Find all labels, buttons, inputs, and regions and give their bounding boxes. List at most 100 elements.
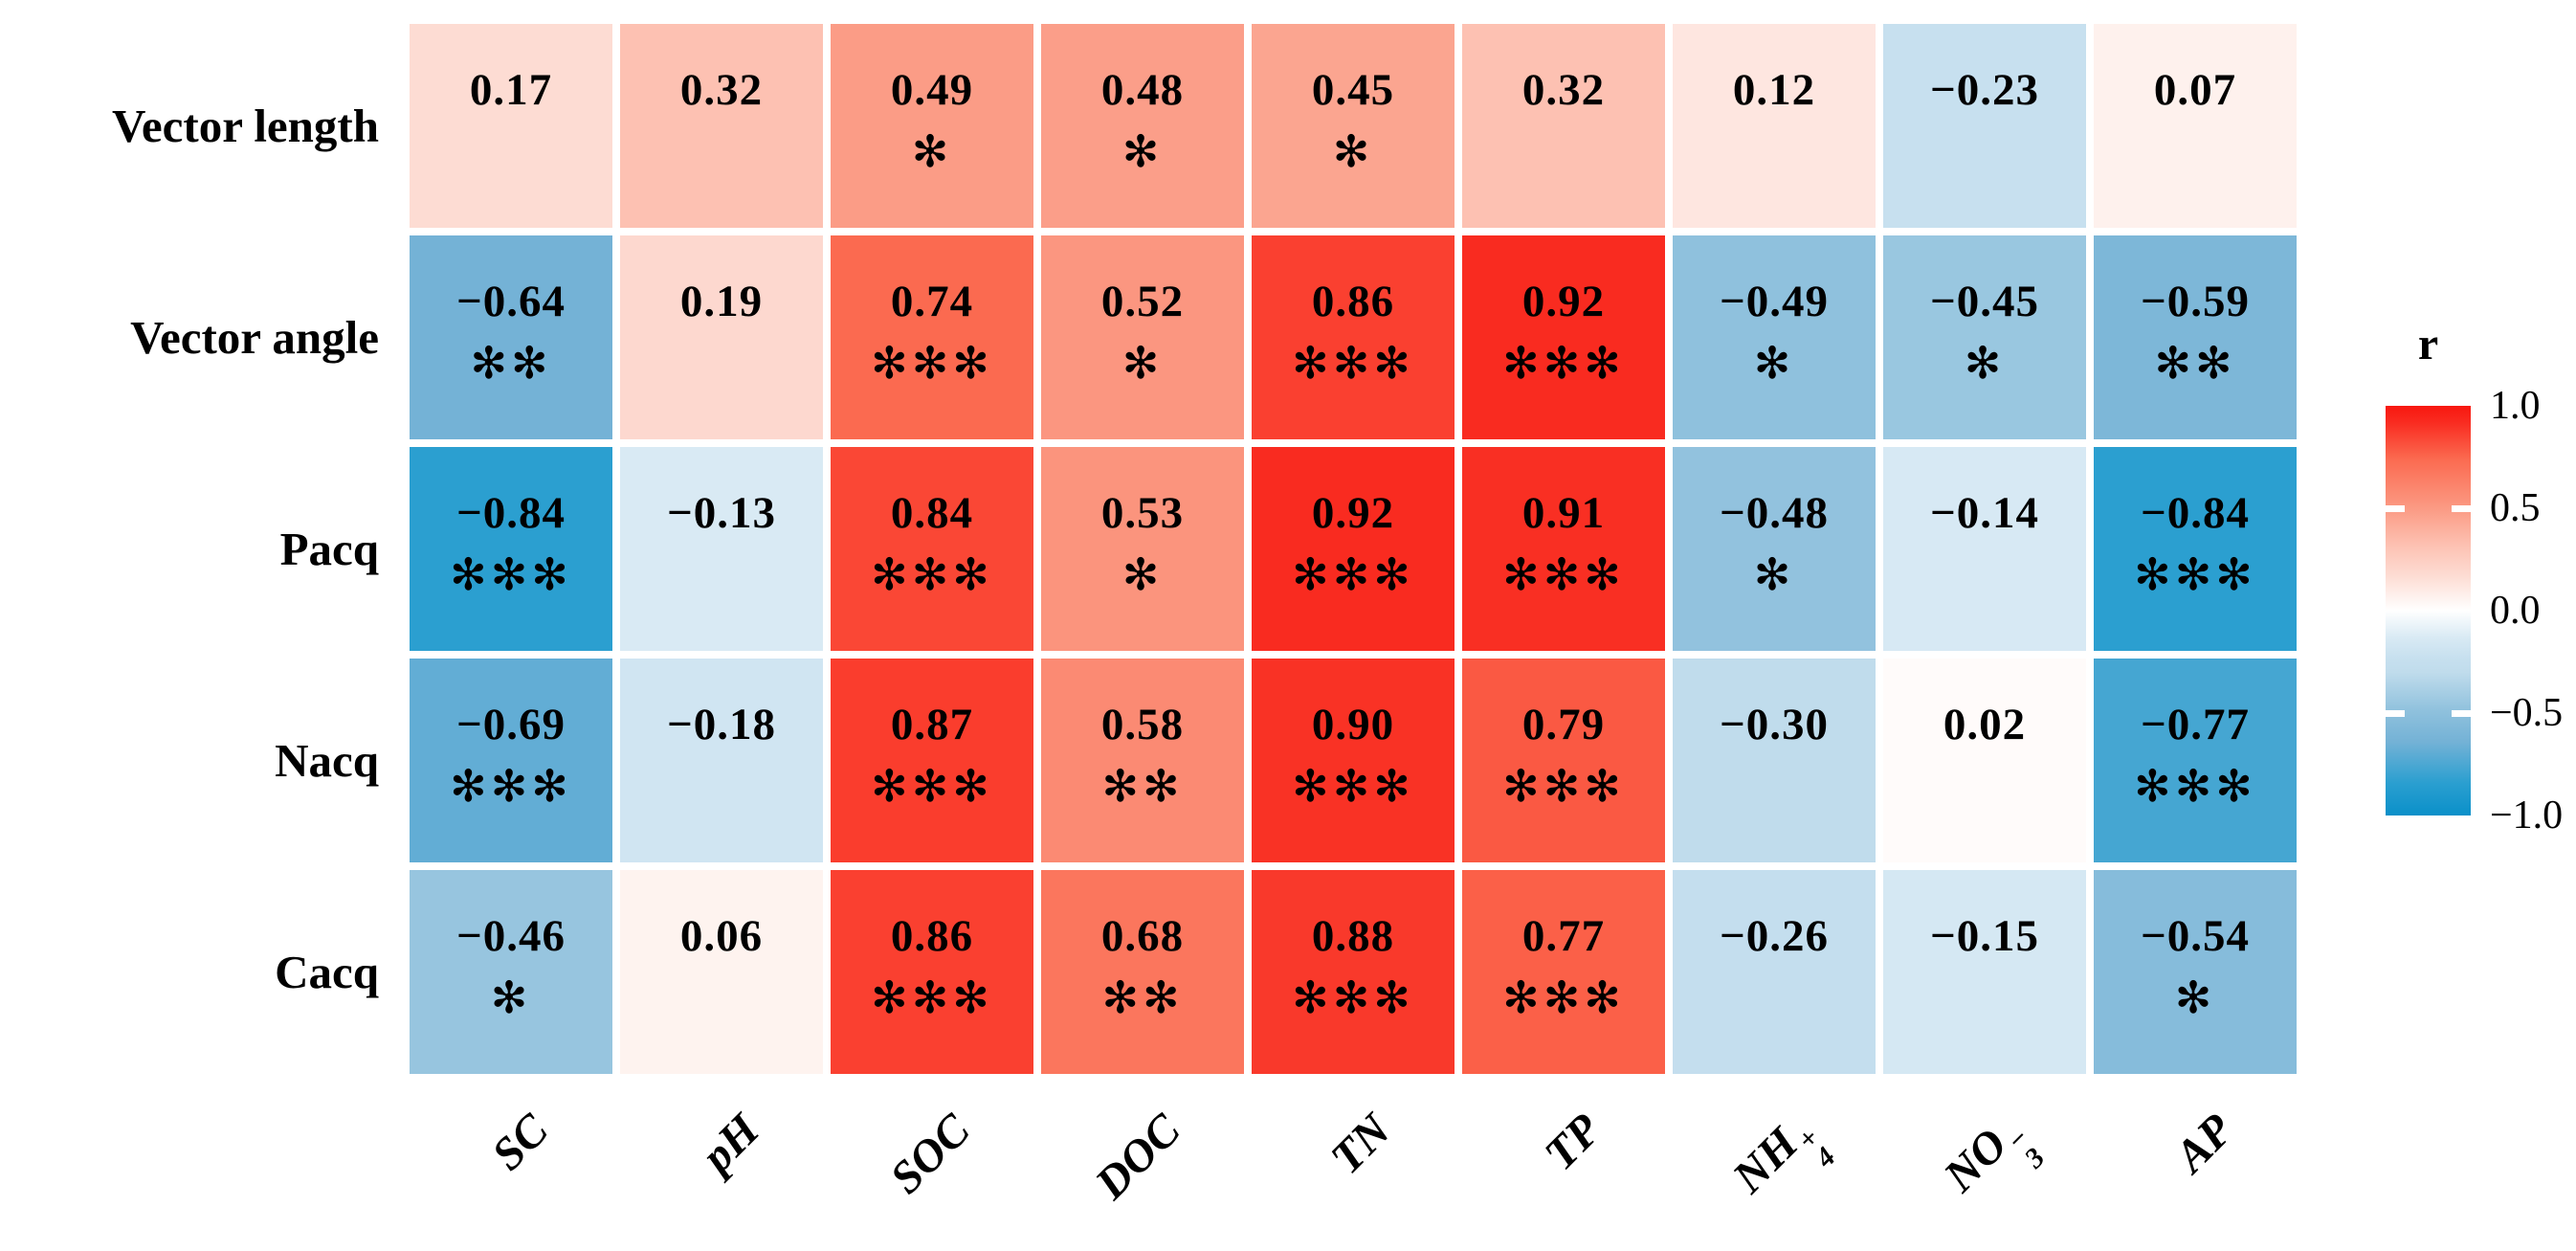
cell-value: 0.32 — [679, 65, 764, 115]
heatmap-cell: −0.14 — [1883, 447, 2086, 651]
heatmap-cell: −0.64 ✻✻ — [410, 235, 612, 439]
legend-tick-label: −0.5 — [2490, 691, 2564, 735]
row-label: Vector length — [112, 100, 379, 152]
cell-significance-stars: ✻ — [1753, 336, 1795, 389]
heatmap-cell: 0.74 ✻✻✻ — [831, 235, 1033, 439]
cell-significance-stars: ✻✻ — [470, 336, 552, 389]
heatmap-cell: 0.52 ✻ — [1041, 235, 1244, 439]
cell-value: −0.13 — [666, 488, 777, 538]
row-labels: Vector length Vector angle Pacq Nacq Cacq — [0, 24, 390, 1074]
cell-value: 0.77 — [1521, 911, 1606, 961]
cell-value: 0.17 — [469, 65, 553, 115]
legend-tick-mark — [2452, 505, 2471, 512]
heatmap-cell: −0.30 — [1673, 659, 1876, 862]
cell-value: −0.14 — [1929, 488, 2040, 538]
heatmap-cell: 0.12 — [1673, 24, 1876, 228]
heatmap-cell: −0.84 ✻✻✻ — [2094, 447, 2297, 651]
cell-value: −0.48 — [1719, 488, 1830, 538]
row-label: Nacq — [275, 734, 379, 787]
heatmap-cell: −0.45 ✻ — [1883, 235, 2086, 439]
cell-value: 0.07 — [2153, 65, 2237, 115]
cell-significance-stars: ✻ — [1753, 547, 1795, 600]
cell-significance-stars: ✻ — [1121, 547, 1164, 600]
column-label-text: TN — [1321, 1104, 1401, 1184]
cell-value: 0.92 — [1521, 277, 1606, 326]
cell-value: 0.12 — [1732, 65, 1816, 115]
cell-significance-stars: ✻ — [1332, 124, 1374, 177]
cell-significance-stars: ✻ — [490, 971, 532, 1023]
legend-tick-mark — [2452, 710, 2471, 717]
legend-tick-label: −1.0 — [2490, 793, 2564, 838]
column-label: pH — [692, 1105, 769, 1182]
cell-value: 0.87 — [890, 700, 974, 749]
heatmap-cell: −0.59 ✻✻ — [2094, 235, 2297, 439]
heatmap-cell: 0.92 ✻✻✻ — [1462, 235, 1665, 439]
column-label-superscript: + — [1791, 1122, 1826, 1156]
cell-significance-stars: ✻✻✻ — [1292, 971, 1414, 1023]
heatmap-cell: −0.26 — [1673, 870, 1876, 1074]
cell-value: 0.49 — [890, 65, 974, 115]
heatmap-cell: −0.13 — [620, 447, 823, 651]
cell-value: 0.86 — [1311, 277, 1395, 326]
heatmap-cell: 0.32 — [620, 24, 823, 228]
column-label-text: AP — [2165, 1104, 2243, 1182]
heatmap-cell: 0.32 — [1462, 24, 1665, 228]
heatmap-cell: −0.69 ✻✻✻ — [410, 659, 612, 862]
cell-significance-stars: ✻✻✻ — [450, 759, 572, 812]
cell-significance-stars: ✻ — [1121, 124, 1164, 177]
legend-colorbar — [2386, 406, 2471, 815]
cell-value: 0.53 — [1100, 488, 1185, 538]
legend-tick-mark — [2386, 505, 2405, 512]
column-label-text: NH — [1722, 1118, 1809, 1203]
column-label-subscript: 3 — [2018, 1141, 2052, 1174]
heatmap-cell: 0.68 ✻✻ — [1041, 870, 1244, 1074]
column-label-subscript: 4 — [1809, 1140, 1842, 1173]
column-label-text: SOC — [879, 1104, 980, 1204]
heatmap-cell: −0.18 — [620, 659, 823, 862]
cell-significance-stars: ✻✻✻ — [871, 547, 993, 600]
column-label: TN — [1321, 1104, 1401, 1184]
legend-title: r — [2417, 319, 2439, 369]
heatmap-cell: 0.45 ✻ — [1252, 24, 1455, 228]
column-label-subsup: −3 — [2001, 1122, 2052, 1174]
column-label: SOC — [879, 1104, 980, 1204]
cell-value: 0.91 — [1521, 488, 1606, 538]
cell-significance-stars: ✻✻ — [2154, 336, 2236, 389]
column-label: AP — [2165, 1104, 2243, 1182]
column-label-text: NO — [1934, 1118, 2018, 1202]
heatmap-cell: 0.84 ✻✻✻ — [831, 447, 1033, 651]
cell-significance-stars: ✻ — [1121, 336, 1164, 389]
cell-value: −0.59 — [2140, 277, 2251, 326]
cell-value: 0.32 — [1521, 65, 1606, 115]
column-label-text: TP — [1535, 1104, 1611, 1180]
heatmap-cell: 0.79 ✻✻✻ — [1462, 659, 1665, 862]
row-label: Cacq — [275, 946, 379, 998]
heatmap-cell: −0.48 ✻ — [1673, 447, 1876, 651]
cell-significance-stars: ✻✻✻ — [1502, 547, 1625, 600]
heatmap-cell: −0.23 — [1883, 24, 2086, 228]
row-label: Pacq — [279, 523, 379, 575]
cell-significance-stars: ✻ — [911, 124, 953, 177]
cell-significance-stars: ✻✻✻ — [1292, 759, 1414, 812]
cell-value: 0.45 — [1311, 65, 1395, 115]
column-label-superscript: − — [2001, 1122, 2036, 1157]
heatmap-cell: 0.17 — [410, 24, 612, 228]
row-label: Vector angle — [130, 311, 379, 364]
heatmap-cell: 0.53 ✻ — [1041, 447, 1244, 651]
cell-significance-stars: ✻✻✻ — [450, 547, 572, 600]
heatmap-cell: 0.88 ✻✻✻ — [1252, 870, 1455, 1074]
legend-tick-mark — [2386, 710, 2405, 717]
heatmap-cell: −0.49 ✻ — [1673, 235, 1876, 439]
column-label: SC — [482, 1105, 558, 1180]
cell-value: 0.90 — [1311, 700, 1395, 749]
cell-value: −0.26 — [1719, 911, 1830, 961]
cell-significance-stars: ✻✻✻ — [1502, 759, 1625, 812]
cell-value: −0.23 — [1929, 65, 2040, 115]
heatmap-cell: 0.48 ✻ — [1041, 24, 1244, 228]
heatmap-cell: 0.49 ✻ — [831, 24, 1033, 228]
cell-value: −0.84 — [455, 488, 566, 538]
heatmap-cell: 0.86 ✻✻✻ — [1252, 235, 1455, 439]
cell-significance-stars: ✻✻✻ — [2134, 547, 2256, 600]
column-label: TP — [1535, 1104, 1611, 1180]
cell-value: 0.86 — [890, 911, 974, 961]
